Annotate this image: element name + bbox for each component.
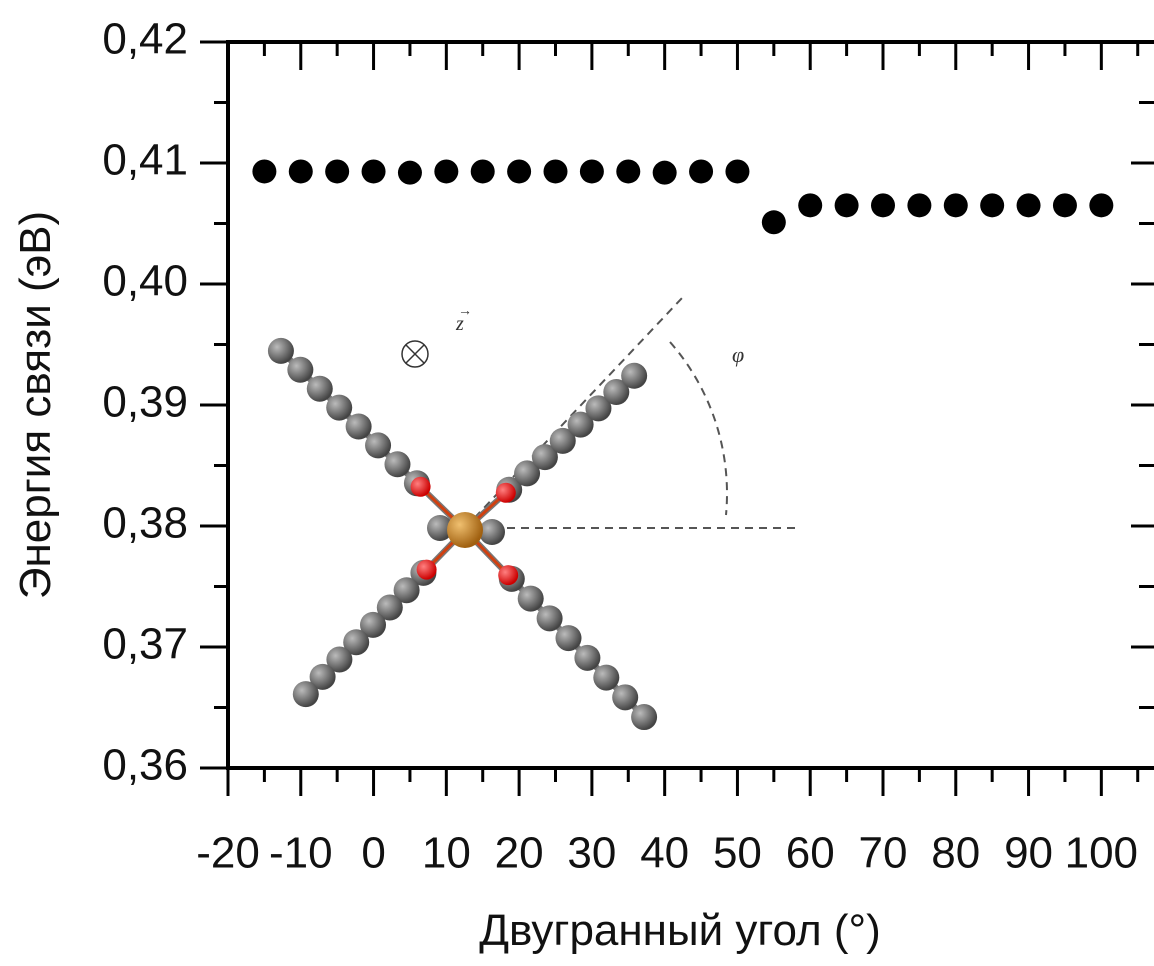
- data-point: [944, 193, 968, 217]
- y-tick-label: 0,36: [102, 741, 188, 790]
- x-tick-label: 50: [713, 829, 762, 878]
- data-point: [871, 193, 895, 217]
- x-tick-label: 70: [859, 829, 908, 878]
- data-point: [725, 159, 749, 183]
- y-tick-label: 0,42: [102, 15, 188, 64]
- atom: [307, 376, 333, 402]
- atom: [518, 586, 544, 612]
- data-point: [798, 193, 822, 217]
- x-tick-label: -10: [269, 829, 333, 878]
- y-tick-label: 0,41: [102, 136, 188, 185]
- x-axis-label: Двугранный угол (°): [479, 906, 881, 955]
- atom: [537, 605, 563, 631]
- x-tick-label: 40: [640, 829, 689, 878]
- data-point: [1089, 193, 1113, 217]
- atom: [326, 395, 352, 421]
- atom: [574, 645, 600, 671]
- data-point: [980, 193, 1004, 217]
- data-point: [252, 159, 276, 183]
- metal-atom: [447, 512, 483, 548]
- chart: z → φ Двугранный угол (°) Энергия связи …: [0, 0, 1154, 966]
- atom: [268, 338, 294, 364]
- atom: [479, 519, 505, 545]
- atom: [593, 665, 619, 691]
- data-point: [653, 161, 677, 185]
- data-point: [398, 161, 422, 185]
- atom: [365, 432, 391, 458]
- x-tick-label: 20: [495, 829, 544, 878]
- data-point: [325, 159, 349, 183]
- data-point: [616, 159, 640, 183]
- angle-symbol: φ: [732, 342, 744, 367]
- atom: [496, 483, 516, 503]
- data-point: [507, 159, 531, 183]
- molecule-inset: z → φ: [268, 298, 795, 730]
- data-point: [580, 159, 604, 183]
- atom: [612, 684, 638, 710]
- data-point: [289, 159, 313, 183]
- x-tick-label: 90: [1004, 829, 1053, 878]
- atom: [384, 451, 410, 477]
- data-point: [762, 210, 786, 234]
- x-tick-label: 60: [786, 829, 835, 878]
- data-point: [689, 159, 713, 183]
- x-tick-label: 0: [361, 829, 385, 878]
- atom: [411, 477, 431, 497]
- atom: [498, 565, 518, 585]
- y-axis-label: Энергия связи (эВ): [11, 211, 60, 599]
- x-tick-label: -20: [196, 829, 260, 878]
- atom: [556, 625, 582, 651]
- data-point: [471, 159, 495, 183]
- atom: [293, 681, 319, 707]
- x-tick-label: 30: [567, 829, 616, 878]
- y-tick-label: 0,39: [102, 378, 188, 427]
- data-point: [1053, 193, 1077, 217]
- atom: [346, 414, 372, 440]
- atom: [417, 560, 437, 580]
- atom: [287, 357, 313, 383]
- data-point: [907, 193, 931, 217]
- atom: [621, 363, 647, 389]
- data-point: [362, 159, 386, 183]
- data-point: [1017, 193, 1041, 217]
- y-tick-label: 0,38: [102, 499, 188, 548]
- x-tick-label: 100: [1065, 829, 1138, 878]
- data-point: [434, 159, 458, 183]
- data-point: [544, 159, 568, 183]
- x-tick-label: 80: [931, 829, 980, 878]
- atom: [631, 704, 657, 730]
- data-point: [835, 193, 859, 217]
- vector-arrow: →: [458, 302, 472, 318]
- x-tick-label: 10: [422, 829, 471, 878]
- y-tick-label: 0,40: [102, 257, 188, 306]
- y-tick-label: 0,37: [102, 620, 188, 669]
